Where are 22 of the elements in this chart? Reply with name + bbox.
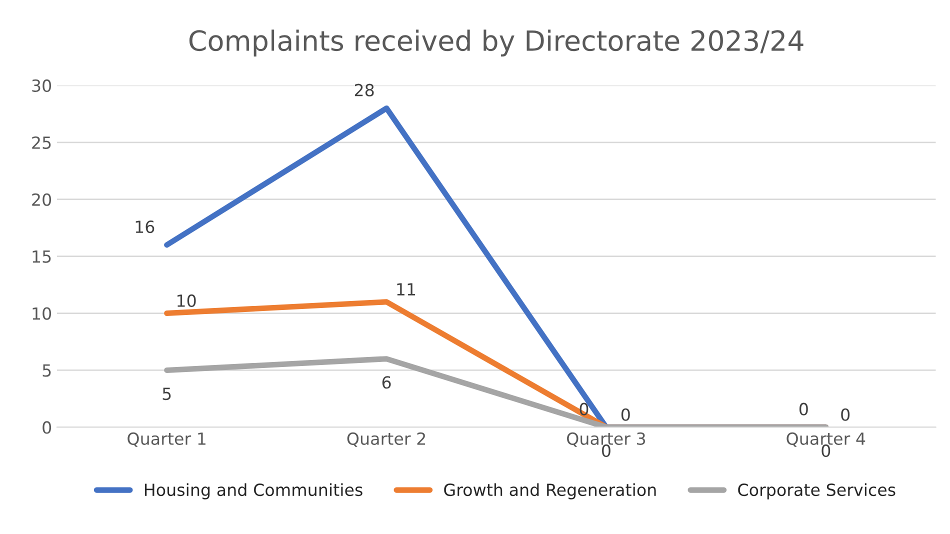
data-label: 10 xyxy=(178,294,196,308)
y-tick-label: 10 xyxy=(32,307,52,320)
legend-label: Growth and Regeneration xyxy=(444,483,656,500)
chart-title: Complaints received by Directorate 2023/24 xyxy=(189,30,804,56)
data-label: 28 xyxy=(354,84,374,96)
legend-label: Corporate Services xyxy=(738,483,896,500)
y-tick-label: 5 xyxy=(42,364,51,377)
y-tick-label: 25 xyxy=(32,136,51,149)
data-label: 0 xyxy=(799,402,808,416)
x-tick-label: Quarter 2 xyxy=(347,432,426,447)
y-tick-label: 15 xyxy=(32,250,51,263)
y-tick-label: 30 xyxy=(32,79,52,92)
legend-label: Housing and Communities xyxy=(144,483,362,500)
data-label: 5 xyxy=(162,388,171,400)
data-label: 16 xyxy=(136,220,154,234)
data-label: 6 xyxy=(382,376,391,389)
y-tick-label: 0 xyxy=(42,421,52,434)
data-label: 11 xyxy=(397,283,416,296)
y-tick-label: 20 xyxy=(32,193,52,206)
data-label: 0 xyxy=(841,408,850,421)
data-label: 0 xyxy=(621,408,630,421)
x-tick-label: Quarter 1 xyxy=(128,432,206,447)
